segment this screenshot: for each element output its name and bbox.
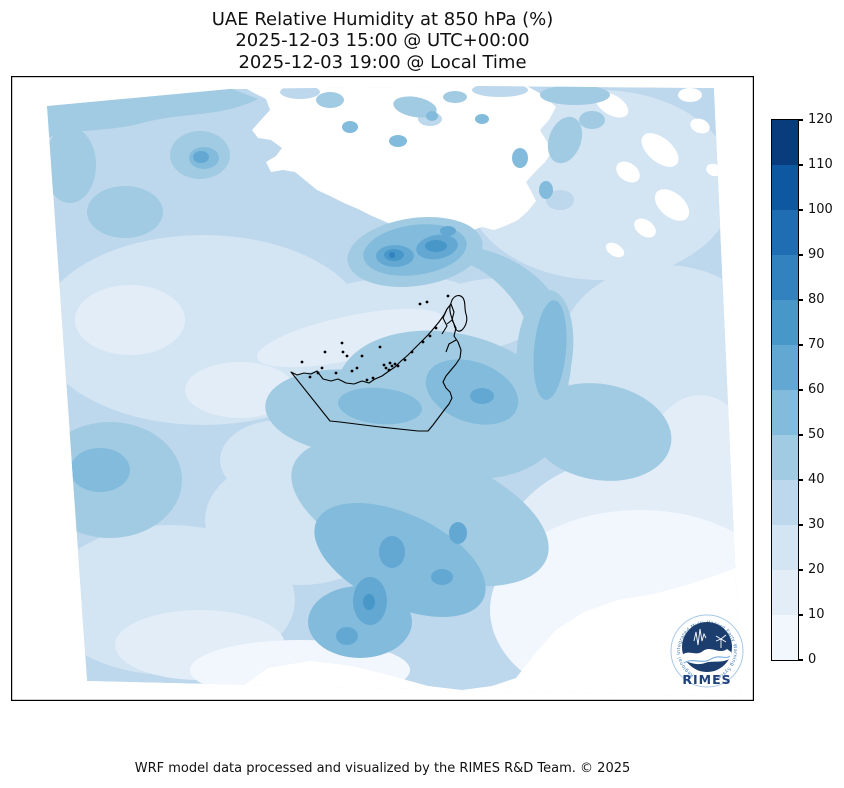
contour-fills: [47, 86, 741, 697]
colorbar-tick-mark: [798, 299, 803, 301]
colorbar-segment: [772, 255, 798, 300]
colorbar-segment: [772, 345, 798, 390]
figure-title: UAE Relative Humidity at 850 hPa (%) 202…: [11, 9, 754, 73]
colorbar-tick-label: 0: [808, 652, 817, 667]
humidity-contour-map: Regional Integrated Multi-Hazard Early W…: [11, 75, 754, 701]
colorbar-tick-label: 90: [808, 247, 825, 262]
colorbar-segment: [772, 300, 798, 345]
colorbar-tick-label: 80: [808, 292, 825, 307]
colorbar-segment: [772, 615, 798, 660]
wave-line: [683, 655, 731, 664]
colorbar-tick-label: 70: [808, 337, 825, 352]
figure-title-line-1: UAE Relative Humidity at 850 hPa (%): [211, 9, 554, 30]
colorbar-tick-mark: [798, 569, 803, 571]
colorbar-tick-mark: [798, 479, 803, 481]
colorbar-tick-label: 40: [808, 472, 825, 487]
colorbar-tick-mark: [798, 254, 803, 256]
footer-credit: WRF model data processed and visualized …: [134, 761, 631, 776]
colorbar-segment: [772, 165, 798, 210]
colorbar-tick-mark: [798, 209, 803, 211]
colorbar-tick-mark: [798, 659, 803, 661]
colorbar-segment: [772, 480, 798, 525]
colorbar-segment: [772, 525, 798, 570]
colorbar-segment: [772, 390, 798, 435]
figure-title-line-2: 2025-12-03 15:00 @ UTC+00:00: [235, 30, 530, 52]
colorbar-tick-label: 30: [808, 517, 825, 532]
colorbar-tick-mark: [798, 614, 803, 616]
colorbar-tick-mark: [798, 344, 803, 346]
colorbar-tick-label: 60: [808, 382, 825, 397]
rimes-wordmark: RIMES: [682, 672, 731, 687]
colorbar-ticks: 0 10 20 30 40 50 60 70 80 90 100 110 120: [798, 112, 844, 667]
colorbar-segment: [772, 210, 798, 255]
colorbar-tick-label: 10: [808, 607, 825, 622]
axes-frame: [11, 75, 754, 701]
colorbar-tick-label: 50: [808, 427, 825, 442]
colorbar-segment: [772, 435, 798, 480]
island-dots: [300, 294, 450, 382]
colorbar-segment: [772, 120, 798, 165]
colorbar-tick-mark: [798, 119, 803, 121]
colorbar-tick-mark: [798, 389, 803, 391]
colorbar-tick-mark: [798, 164, 803, 166]
colorbar-tick-mark: [798, 524, 803, 526]
seismogram-icon: [693, 628, 707, 646]
colorbar-segment: [772, 570, 798, 615]
uae-border: [290, 295, 468, 432]
colorbar-tick-label: 120: [808, 112, 833, 127]
palm-tree-icon: [715, 634, 727, 648]
rimes-emblem: [682, 622, 732, 672]
rimes-logo: Regional Integrated Multi-Hazard Early W…: [670, 614, 744, 688]
map-axes: Regional Integrated Multi-Hazard Early W…: [11, 75, 754, 701]
colorbar-tick-label: 20: [808, 562, 825, 577]
figure-title-line-3: 2025-12-03 19:00 @ Local Time: [238, 51, 527, 73]
colorbar: [771, 119, 799, 661]
top-edge-fragments: [280, 86, 605, 210]
below-range-areas: [228, 86, 741, 697]
colorbar-tick-label: 110: [808, 157, 833, 172]
colorbar-tick-mark: [798, 434, 803, 436]
colorbar-tick-label: 100: [808, 202, 833, 217]
